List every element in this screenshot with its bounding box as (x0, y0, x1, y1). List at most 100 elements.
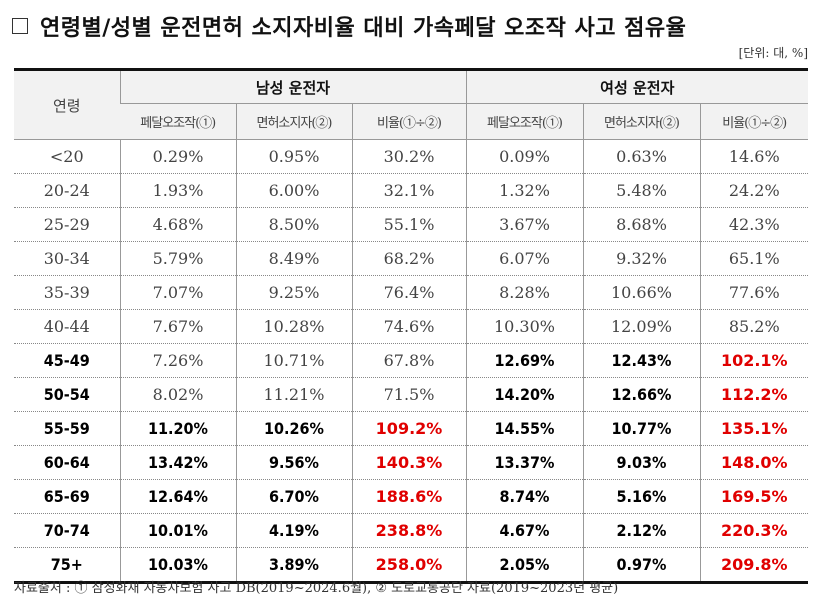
cell-male-ratio: 71.5% (351, 377, 466, 412)
cell-male-ratio: 74.6% (351, 309, 466, 344)
cell-age: 20-24 (14, 173, 120, 208)
cell-male-license: 10.71% (235, 343, 352, 378)
cell-female-pedal: 8.74% (465, 479, 583, 514)
cell-female-pedal: 13.37% (465, 445, 583, 480)
cell-age: 60-64 (14, 445, 120, 480)
cell-male-pedal: 4.68% (119, 207, 236, 242)
page-title: 연령별/성별 운전면허 소지자비율 대비 가속페달 오조작 사고 점유율 (12, 10, 686, 42)
cell-age: 25-29 (14, 207, 120, 242)
cell-female-license: 12.09% (582, 309, 700, 344)
table-row: 55-59 11.20% 10.26% 109.2% 14.55% 10.77% 135.1… (14, 411, 809, 446)
cell-female-ratio: 77.6% (699, 275, 809, 310)
cell-male-license: 3.89% (235, 547, 352, 583)
cell-male-license: 9.25% (235, 275, 352, 310)
cell-male-license: 4.19% (235, 513, 352, 548)
cell-age: 55-59 (14, 411, 120, 446)
cell-female-ratio: 14.6% (699, 139, 809, 174)
subheader-female-pedal: 페달오조작(①) (465, 103, 583, 140)
cell-age: 75+ (50, 555, 83, 574)
header-male: 남성 운전자 (119, 69, 466, 104)
cell-female-ratio: 220.3% (699, 513, 809, 548)
cell-male-ratio: 109.2% (351, 411, 466, 446)
cell-female-license: 8.68% (582, 207, 700, 242)
cell-male-pedal: 7.67% (119, 309, 236, 344)
cell-female-license: 10.77% (582, 411, 700, 446)
cell-male-ratio: 140.3% (351, 445, 466, 480)
table-row: 30-34 5.79% 8.49% 68.2% 6.07% 9.32% 65.1% (14, 241, 809, 276)
cell-male-license: 8.50% (235, 207, 352, 242)
cell-female-ratio: 102.1% (699, 343, 809, 378)
cell-female-ratio: 24.2% (699, 173, 809, 208)
cell-female-pedal: 14.20% (465, 377, 583, 412)
table-row: <20 0.29% 0.95% 30.2% 0.09% 0.63% 14.6% (14, 139, 809, 174)
cell-male-license: 9.56% (235, 445, 352, 480)
cell-male-pedal: 10.01% (119, 513, 236, 548)
cell-male-ratio: 30.2% (351, 139, 466, 174)
cell-female-ratio: 209.8% (699, 547, 809, 583)
header-female: 여성 운전자 (465, 69, 809, 104)
checkbox-square-icon (12, 18, 28, 34)
cell-male-ratio: 68.2% (351, 241, 466, 276)
table-row: 50-54 8.02% 11.21% 71.5% 14.20% 12.66% 112.2% (14, 377, 809, 412)
cell-age: 30-34 (14, 241, 120, 276)
table-row: 35-39 7.07% 9.25% 76.4% 8.28% 10.66% 77.6% (14, 275, 809, 310)
cell-female-ratio: 148.0% (699, 445, 809, 480)
cell-female-pedal: 12.69% (465, 343, 583, 378)
cell-age: 45-49 (14, 343, 120, 378)
table-row: 45-49 7.26% 10.71% 67.8% 12.69% 12.43% 102.1% (14, 343, 809, 378)
cell-female-license: 0.63% (582, 139, 700, 174)
cell-female-license: 9.03% (582, 445, 700, 480)
cell-female-pedal: 10.30% (465, 309, 583, 344)
subheader-male-ratio: 비율(①÷②) (351, 103, 466, 140)
cell-age: 65-69 (14, 479, 120, 514)
cell-male-pedal: 11.20% (119, 411, 236, 446)
cell-female-license: 2.12% (582, 513, 700, 548)
cell-male-ratio: 188.6% (351, 479, 466, 514)
cell-male-license: 11.21% (235, 377, 352, 412)
cell-female-license: 0.97% (582, 547, 700, 583)
table-row: 70-74 10.01% 4.19% 238.8% 4.67% 2.12% 220.3% (14, 513, 809, 548)
cell-male-ratio: 238.8% (351, 513, 466, 548)
cell-female-ratio: 135.1% (699, 411, 809, 446)
cell-male-license: 6.00% (235, 173, 352, 208)
cell-female-pedal: 6.07% (465, 241, 583, 276)
table-row: 25-29 4.68% 8.50% 55.1% 3.67% 8.68% 42.3% (14, 207, 809, 242)
cell-female-pedal: 8.28% (465, 275, 583, 310)
subheader-male-license: 면허소지자(②) (235, 103, 352, 140)
cell-male-pedal: 8.02% (119, 377, 236, 412)
table-row: 20-24 1.93% 6.00% 32.1% 1.32% 5.48% 24.2% (14, 173, 809, 208)
subheader-female-ratio: 비율(①÷②) (699, 103, 809, 140)
cell-female-pedal: 2.05% (465, 547, 583, 583)
cell-male-pedal: 5.79% (119, 241, 236, 276)
subheader-male-pedal: 페달오조작(①) (120, 103, 236, 140)
cell-female-license: 5.16% (582, 479, 700, 514)
cell-male-license: 8.49% (235, 241, 352, 276)
subheader-female-license: 면허소지자(②) (582, 103, 700, 140)
cell-male-ratio: 32.1% (351, 173, 466, 208)
cell-male-pedal: 12.64% (119, 479, 236, 514)
cell-age: 35-39 (14, 275, 120, 310)
cell-male-license: 10.26% (235, 411, 352, 446)
cell-age: <20 (14, 139, 120, 174)
cell-age: 70-74 (14, 513, 120, 548)
cell-male-ratio: 55.1% (351, 207, 466, 242)
cell-female-ratio: 85.2% (699, 309, 809, 344)
cell-male-license: 6.70% (235, 479, 352, 514)
cell-female-pedal: 0.09% (465, 139, 583, 174)
cell-age: 40-44 (14, 309, 120, 344)
cell-female-pedal: 3.67% (465, 207, 583, 242)
cell-male-pedal: 7.07% (119, 275, 236, 310)
cell-female-license: 10.66% (582, 275, 700, 310)
title-text: 연령별/성별 운전면허 소지자비율 대비 가속페달 오조작 사고 점유율 (40, 16, 687, 41)
cell-male-pedal: 10.03% (119, 547, 236, 583)
data-table: 연령 남성 운전자 여성 운전자 페달오조작(①) 면허소지자(②) 비율(①÷… (14, 68, 809, 584)
cell-male-ratio: 76.4% (351, 275, 466, 310)
cell-female-license: 9.32% (582, 241, 700, 276)
cell-female-pedal: 14.55% (465, 411, 583, 446)
cell-male-pedal: 1.93% (119, 173, 236, 208)
table-row: 65-69 12.64% 6.70% 188.6% 8.74% 5.16% 169.5% (14, 479, 809, 514)
cell-male-pedal: 0.29% (119, 139, 236, 174)
table-row: 75+ 10.03% 3.89% 258.0% 2.05% 0.97% 209.8% (14, 547, 809, 583)
cell-male-pedal: 13.42% (119, 445, 236, 480)
cell-female-pedal: 1.32% (465, 173, 583, 208)
